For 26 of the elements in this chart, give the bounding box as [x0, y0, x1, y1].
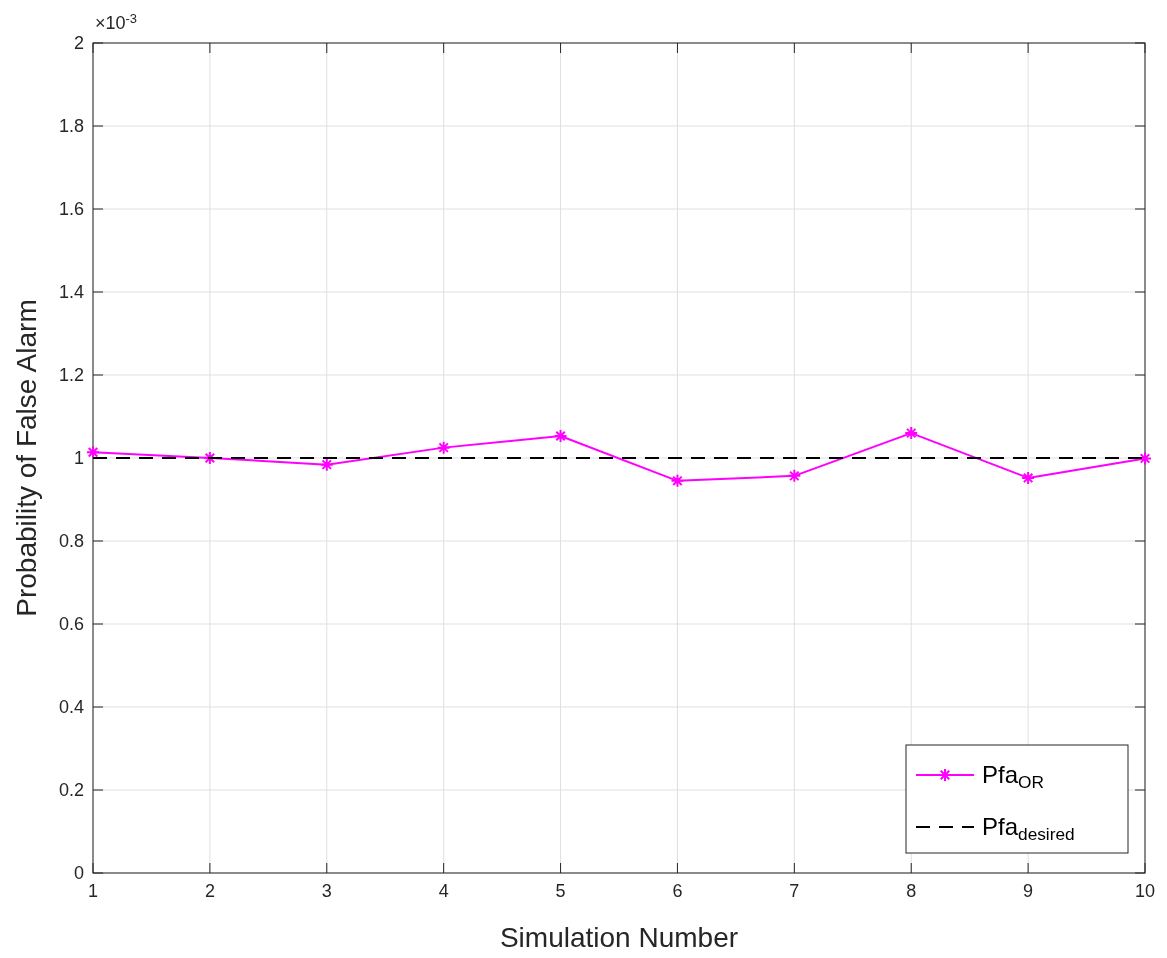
x-tick-label: 1	[87, 881, 99, 901]
legend-label: Pfa$_{OR}$	[982, 761, 1044, 793]
y-tick-label: 0.2	[58, 780, 84, 800]
y-tick-label: 1.8	[58, 116, 84, 136]
x-tick-label: 5	[555, 881, 566, 901]
x-tick-label: 4	[438, 881, 449, 901]
text: ×10$^{-3}$	[95, 10, 138, 33]
y-tick-label: 0.8	[58, 531, 84, 551]
y-tick-label: 1	[73, 448, 84, 468]
x-axis-title: Simulation Number	[499, 922, 739, 953]
x-tick-label: 7	[789, 881, 800, 901]
y-tick-label: 0	[73, 863, 84, 883]
x-tick-label: 3	[321, 881, 332, 901]
legend-label: Pfa$_{desired}$	[982, 813, 1075, 845]
x-tick-label: 2	[204, 881, 215, 901]
y-tick-label: 0.6	[58, 614, 84, 634]
x-tick-label: 10	[1134, 881, 1156, 901]
y-tick-label: 1.2	[58, 365, 84, 385]
y-tick-label: 0.4	[58, 697, 84, 717]
y-tick-label: 1.4	[58, 282, 84, 302]
y-axis-title: Probability of False Alarm	[11, 299, 42, 617]
y-tick-label: 1.6	[58, 199, 84, 219]
y-tick-label: 2	[73, 33, 84, 53]
x-tick-label: 8	[906, 881, 917, 901]
x-tick-label: 6	[672, 881, 683, 901]
x-tick-label: 9	[1023, 881, 1034, 901]
